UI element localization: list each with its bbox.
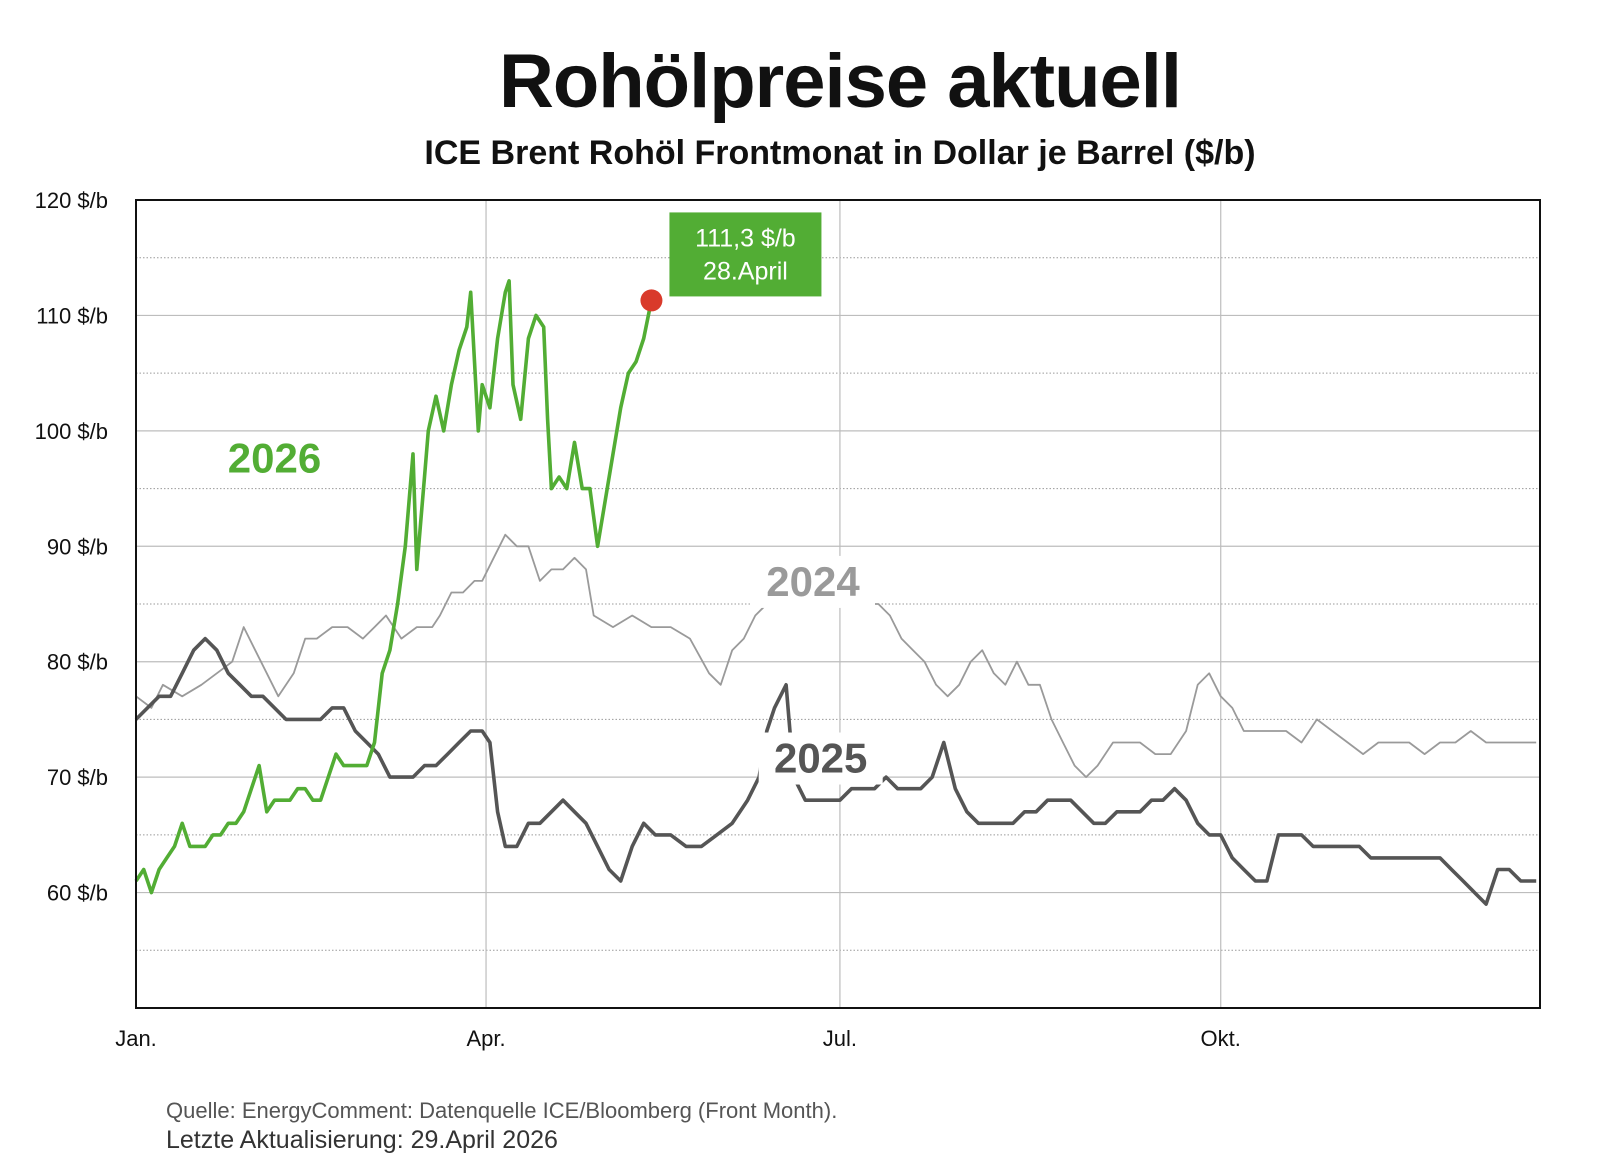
x-tick-label: Jul.	[823, 1026, 857, 1051]
series-label-bg	[750, 555, 875, 608]
series-label-bg	[212, 432, 337, 485]
series-line-2026	[134, 279, 654, 895]
x-tick-label: Jan.	[115, 1026, 157, 1051]
plot-area-frame	[135, 199, 1541, 1009]
x-tick-label: Okt.	[1201, 1026, 1241, 1051]
series-label-2026: 2026	[228, 434, 321, 481]
y-tick-label: 120 $/b	[35, 188, 108, 213]
chart-title: Rohölpreise aktuell	[498, 39, 1182, 124]
series-line-2025	[134, 636, 1537, 906]
source-note: Quelle: EnergyComment: Datenquelle ICE/B…	[166, 1098, 838, 1123]
y-tick-label: 60 $/b	[47, 881, 108, 906]
series-label-bg	[758, 732, 883, 785]
x-tick-label: Apr.	[466, 1026, 505, 1051]
y-tick-label: 100 $/b	[35, 419, 108, 444]
latest-price-callout	[669, 212, 822, 297]
y-tick-label: 90 $/b	[47, 534, 108, 559]
y-tick-label: 70 $/b	[47, 765, 108, 790]
latest-price-date: 28.April	[703, 257, 788, 285]
latest-price-marker	[640, 289, 663, 312]
chart-subtitle: ICE Brent Rohöl Frontmonat in Dollar je …	[424, 134, 1256, 172]
y-tick-label: 110 $/b	[36, 303, 108, 328]
last-updated: Letzte Aktualisierung: 29.April 2026	[166, 1126, 558, 1154]
series-label-2024: 2024	[766, 558, 860, 605]
latest-price-value: 111,3 $/b	[695, 224, 796, 252]
y-tick-label: 80 $/b	[47, 650, 108, 675]
series-label-2025: 2025	[774, 735, 867, 782]
